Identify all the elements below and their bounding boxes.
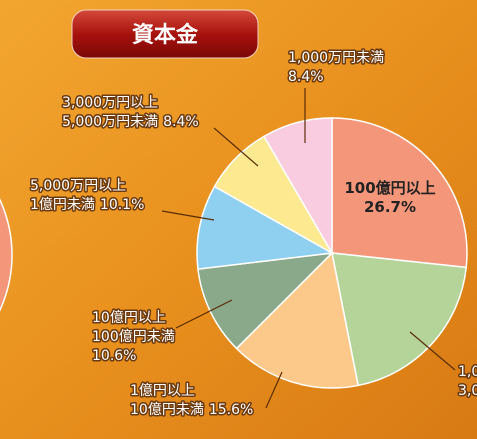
pie [196, 117, 468, 389]
label-text: 100億円以上 [344, 179, 435, 197]
pie-slice [235, 251, 360, 389]
partial-pie [0, 198, 13, 312]
value-label: 15.6% [209, 402, 253, 418]
slice-label: 3,0 [458, 383, 477, 399]
label-text: 5,000万円未満 [62, 114, 158, 130]
label-text: 1,000万円未満 [288, 50, 384, 66]
pie-slice [196, 185, 335, 270]
label-text: 1億円以上 [130, 383, 195, 399]
slice-label: 10億円以上 [92, 310, 166, 326]
pie-slice [262, 117, 333, 256]
label-text: 10億円未満 [130, 402, 204, 418]
value-label: 8.4% [288, 69, 324, 85]
value-label: 8.4% [163, 114, 199, 130]
slice-label: 5,000万円以上 [30, 178, 126, 194]
label-text: 1,0 [458, 364, 477, 380]
slice-label: 1億円以上 [130, 383, 195, 399]
leader-line [409, 331, 456, 371]
slice-label: 5,000万円未満 8.4% [62, 114, 199, 130]
slice-label: 10億円未満 15.6% [130, 402, 253, 418]
chart-title: 資本金 [132, 22, 199, 48]
pie-slice [331, 117, 468, 269]
slice-label: 100億円以上 [344, 179, 435, 197]
label-text: 3,000万円以上 [62, 95, 158, 111]
value-label: 10.6% [92, 348, 136, 364]
title-banner [71, 9, 259, 59]
leader-line [265, 371, 283, 409]
label-text: 100億円未満 [92, 329, 175, 345]
pie-slice [331, 252, 468, 387]
label-text: 1億円未満 [30, 197, 95, 213]
label-text: 3,0 [458, 383, 477, 399]
slice-label: 1,0 [458, 364, 477, 380]
value-label: 10.1% [100, 197, 144, 213]
label-text: 10億円以上 [92, 310, 166, 326]
slice-label: 1,000万円未満 [288, 50, 384, 66]
slice-label: 3,000万円以上 [62, 95, 158, 111]
leader-line [213, 127, 259, 167]
label-text: 5,000万円以上 [30, 178, 126, 194]
slice-label: 100億円未満 [92, 329, 175, 345]
pie-slice [197, 251, 335, 350]
slice-label: 1億円未満 10.1% [30, 197, 144, 213]
value-label: 26.7% [364, 198, 416, 216]
leader-line [161, 210, 215, 221]
leader-line [175, 299, 233, 329]
